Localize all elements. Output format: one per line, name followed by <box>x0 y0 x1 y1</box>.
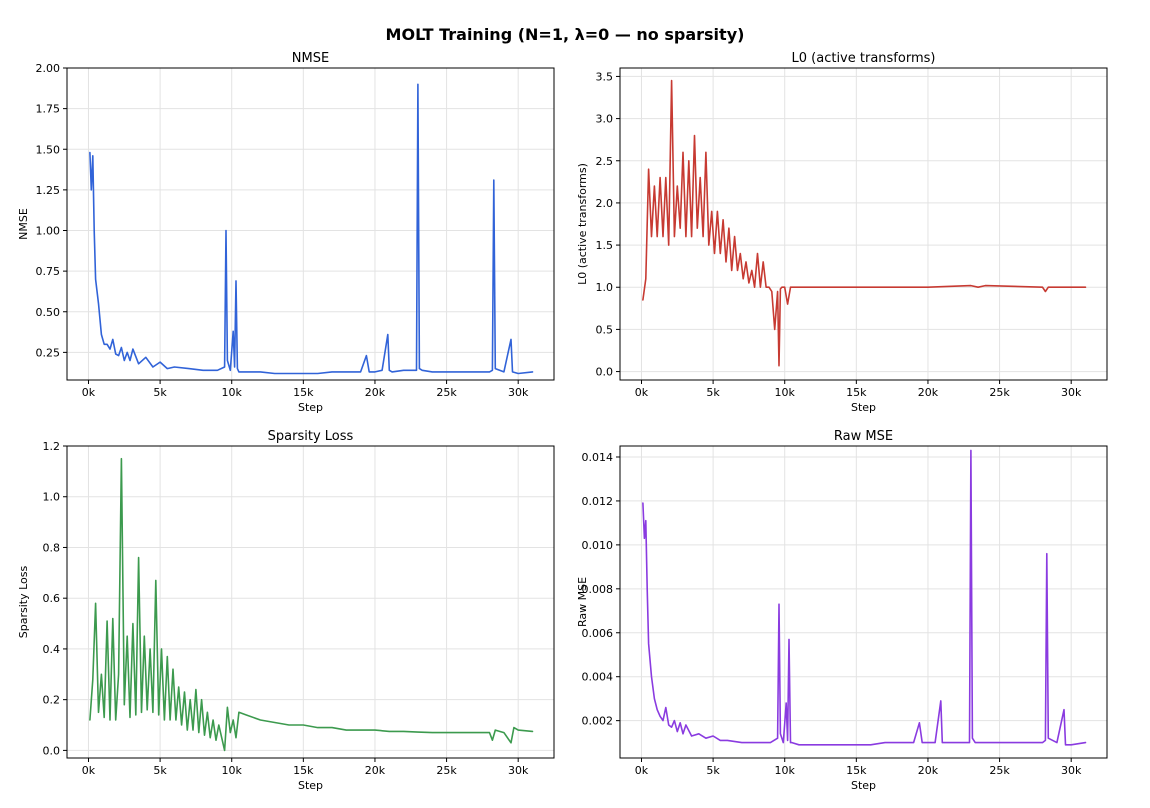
chart-2-frame <box>66 445 555 759</box>
chart-0-xtick-label-0: 0k <box>82 386 96 399</box>
chart-1-ytick-label-3: 1.5 <box>596 239 614 252</box>
chart-2-xtick-label-3: 15k <box>293 764 314 777</box>
chart-1-xlabel: Step <box>851 401 876 414</box>
chart-0-ytick-label-7: 2.00 <box>36 62 61 75</box>
chart-0-ytick-label-3: 1.00 <box>36 225 61 238</box>
chart-0-ytick-label-1: 0.50 <box>36 306 61 319</box>
chart-2-xtick-label-4: 20k <box>365 764 386 777</box>
chart-3-ytick-label-4: 0.010 <box>582 539 614 552</box>
chart-1-ytick-label-5: 2.5 <box>596 155 614 168</box>
chart-1-xtick-label-3: 15k <box>846 386 867 399</box>
chart-2-ytick-label-1: 0.2 <box>43 694 61 707</box>
chart-0-xtick-label-4: 20k <box>365 386 386 399</box>
figure-suptitle: MOLT Training (N=1, λ=0 — no sparsity) <box>386 25 745 44</box>
chart-1-xtick-label-6: 30k <box>1061 386 1082 399</box>
chart-3-series-line <box>642 449 1087 746</box>
chart-3-ytick-label-6: 0.014 <box>582 451 614 464</box>
chart-2-ytick-label-5: 1.0 <box>43 491 61 504</box>
sparsity-loss-panel: 0k 5k 10k 15k 20k 25k 30k 0.0 0.2 0.4 0.6 0.8 1.0 1.2… <box>17 429 555 792</box>
chart-2-title: Sparsity Loss <box>268 429 354 444</box>
chart-2-series-line <box>89 457 534 752</box>
chart-3-xtick-label-1: 5k <box>706 764 720 777</box>
chart-2-xtick-label-6: 30k <box>508 764 529 777</box>
chart-2-ytick-label-2: 0.4 <box>43 643 61 656</box>
chart-3-xlabel: Step <box>851 779 876 792</box>
l0-panel: 0k 5k 10k 15k 20k 25k 30k 0.0 0.5 1.0 1.5 2.0 2.5 3.0… <box>576 51 1108 414</box>
chart-1-ytick-label-6: 3.0 <box>596 113 614 126</box>
chart-3-frame <box>619 445 1108 759</box>
chart-3-xtick-label-5: 25k <box>989 764 1010 777</box>
chart-3-title: Raw MSE <box>834 429 893 444</box>
chart-1-xtick-label-0: 0k <box>635 386 649 399</box>
chart-2-ytick-label-6: 1.2 <box>43 440 61 453</box>
chart-3-xtick-label-4: 20k <box>918 764 939 777</box>
chart-2-xtick-label-2: 10k <box>222 764 243 777</box>
chart-1-ylabel: L0 (active transforms) <box>576 163 589 285</box>
chart-0-xtick-label-5: 25k <box>436 386 457 399</box>
chart-3-ytick-label-1: 0.004 <box>582 671 614 684</box>
chart-2-xlabel: Step <box>298 779 323 792</box>
chart-0-title: NMSE <box>292 51 329 66</box>
chart-3-xtick-label-2: 10k <box>775 764 796 777</box>
chart-2-ytick-label-4: 0.8 <box>43 541 61 554</box>
chart-0-ytick-label-2: 0.75 <box>36 265 61 278</box>
chart-1-xtick-label-5: 25k <box>989 386 1010 399</box>
chart-1-ytick-label-0: 0.0 <box>596 366 614 379</box>
chart-1-ytick-label-7: 3.5 <box>596 70 614 83</box>
chart-0-ylabel: NMSE <box>17 208 30 240</box>
chart-0-xtick-label-6: 30k <box>508 386 529 399</box>
chart-3-xtick-label-3: 15k <box>846 764 867 777</box>
chart-1-xtick-label-2: 10k <box>775 386 796 399</box>
raw-mse-panel: 0k 5k 10k 15k 20k 25k 30k 0.002 0.004 0.006 0.008 0… <box>576 429 1108 792</box>
chart-1-ytick-label-2: 1.0 <box>596 281 614 294</box>
chart-2-ylabel: Sparsity Loss <box>17 566 30 639</box>
chart-3-ytick-label-0: 0.002 <box>582 715 614 728</box>
chart-0-xtick-label-2: 10k <box>222 386 243 399</box>
chart-3-xtick-label-0: 0k <box>635 764 649 777</box>
chart-0-ytick-label-5: 1.50 <box>36 143 61 156</box>
chart-0-ytick-label-6: 1.75 <box>36 103 61 116</box>
chart-1-xtick-label-4: 20k <box>918 386 939 399</box>
chart-1-ytick-label-1: 0.5 <box>596 323 614 336</box>
chart-2-ytick-label-0: 0.0 <box>43 744 61 757</box>
chart-0-xtick-label-1: 5k <box>153 386 167 399</box>
chart-0-ytick-label-0: 0.25 <box>36 346 61 359</box>
chart-3-ytick-label-2: 0.006 <box>582 627 614 640</box>
chart-0-ytick-label-4: 1.25 <box>36 184 61 197</box>
chart-0-xlabel: Step <box>298 401 323 414</box>
chart-3-xtick-label-6: 30k <box>1061 764 1082 777</box>
chart-1-ytick-label-4: 2.0 <box>596 197 614 210</box>
chart-2-xtick-label-0: 0k <box>82 764 96 777</box>
chart-3-ylabel: Raw MSE <box>576 577 589 627</box>
nmse-panel: 0k 5k 10k 15k 20k 25k 30k 0.25 0.50 0.75 1.00 1.25 1… <box>17 51 555 414</box>
chart-0-series-line <box>89 83 534 375</box>
chart-0-xtick-label-3: 15k <box>293 386 314 399</box>
chart-2-ytick-label-3: 0.6 <box>43 592 61 605</box>
chart-1-title: L0 (active transforms) <box>792 51 936 66</box>
chart-2-xtick-label-1: 5k <box>153 764 167 777</box>
chart-0-frame <box>66 67 555 381</box>
chart-1-xtick-label-1: 5k <box>706 386 720 399</box>
chart-2-xtick-label-5: 25k <box>436 764 457 777</box>
chart-1-frame <box>619 67 1108 381</box>
chart-1-series-line <box>642 79 1087 367</box>
chart-3-ytick-label-3: 0.008 <box>582 583 614 596</box>
chart-3-ytick-label-5: 0.012 <box>582 495 614 508</box>
